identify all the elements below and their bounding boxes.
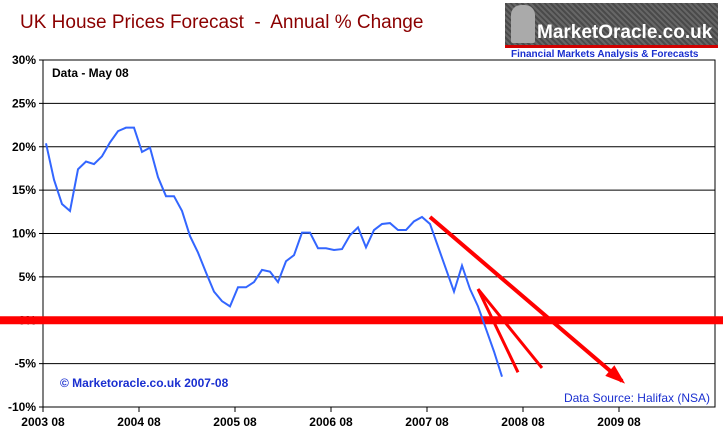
logo-background bbox=[505, 3, 718, 47]
forecast-arrow-1 bbox=[428, 215, 624, 383]
arrowhead-icon bbox=[605, 365, 626, 384]
y-tick-label: -5% bbox=[15, 357, 37, 371]
y-tick-label: 20% bbox=[12, 140, 36, 154]
forecast-arrow-3 bbox=[476, 288, 544, 369]
x-tick-label: 2008 08 bbox=[501, 415, 545, 429]
x-tick-label: 2004 08 bbox=[117, 415, 161, 429]
x-tick-label: 2006 08 bbox=[309, 415, 353, 429]
series-line bbox=[45, 126, 503, 377]
chart-title: UK House Prices Forecast - Annual % Chan… bbox=[20, 12, 424, 33]
y-tick-label: 5% bbox=[19, 270, 37, 284]
x-tick-label: 2007 08 bbox=[405, 415, 449, 429]
y-tick-label: 30% bbox=[12, 53, 36, 67]
source-label: Data Source: Halifax (NSA) bbox=[564, 391, 710, 405]
data-date-label: Data - May 08 bbox=[52, 66, 129, 80]
logo-tagline: Financial Markets Analysis & Forecasts bbox=[511, 49, 699, 60]
logo-divider bbox=[505, 45, 718, 48]
y-tick-label: -10% bbox=[8, 400, 36, 414]
statue-icon bbox=[511, 5, 535, 43]
logo-name: MarketOracle.co.uk bbox=[537, 22, 713, 43]
y-tick-label: 15% bbox=[12, 183, 36, 197]
x-tick-label: 2005 08 bbox=[213, 415, 257, 429]
y-tick-label: 10% bbox=[12, 227, 36, 241]
marketoracle-logo[interactable]: MarketOracle.co.uk Financial Markets Ana… bbox=[505, 3, 718, 61]
x-tick-label: 2003 08 bbox=[21, 415, 65, 429]
plot-frame bbox=[42, 59, 716, 408]
copyright-label: © Marketoracle.co.uk 2007-08 bbox=[60, 376, 229, 390]
y-tick-label: 25% bbox=[12, 96, 36, 110]
x-tick-label: 2009 08 bbox=[597, 415, 641, 429]
forecast-arrow-2 bbox=[476, 288, 520, 373]
